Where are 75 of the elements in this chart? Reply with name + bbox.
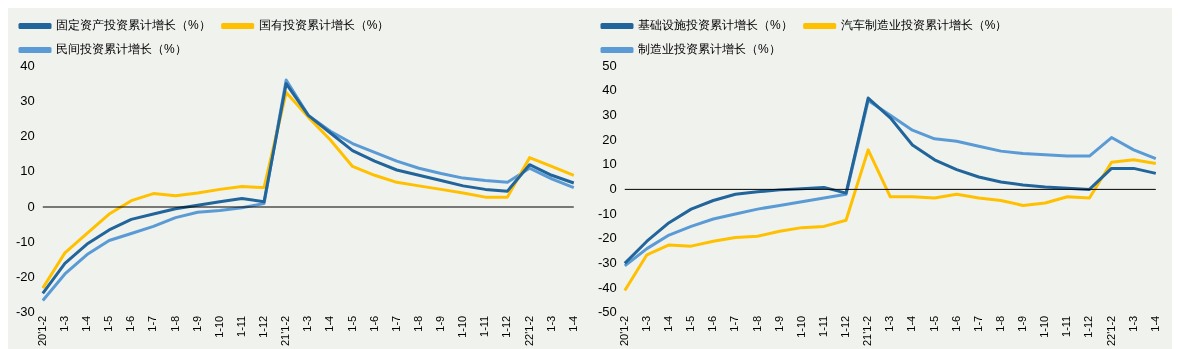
- y-tick-label: -40: [597, 279, 617, 295]
- x-tick-label: 1-9: [1016, 315, 1029, 332]
- x-tick-label: 1-3: [57, 315, 70, 332]
- x-tick-label: 1-3: [883, 315, 896, 332]
- x-tick-label: 21'1-2: [861, 315, 874, 346]
- x-tick-label: 1-11: [816, 315, 829, 337]
- y-tick-label: 0: [609, 180, 617, 196]
- x-tick-label: 1-5: [102, 315, 115, 332]
- x-tick-label: 1-7: [389, 315, 402, 332]
- x-tick-label: 1-3: [1126, 315, 1139, 332]
- legend-label: 固定资产投资累计增长（%）: [56, 18, 211, 33]
- x-tick-label: 1-5: [684, 315, 697, 332]
- y-tick-label: 10: [20, 163, 35, 179]
- x-tick-label: 1-3: [301, 315, 314, 332]
- x-tick-label: 1-9: [190, 315, 203, 332]
- x-tick-label: 1-11: [234, 315, 247, 337]
- x-tick-label: 1-4: [566, 315, 579, 332]
- y-tick-label: 0: [27, 198, 35, 214]
- x-tick-label: 1-12: [500, 315, 513, 338]
- y-tick-label: -30: [597, 254, 617, 270]
- x-tick-label: 1-8: [750, 315, 763, 332]
- legend-label: 制造业投资累计增长（%）: [638, 42, 781, 57]
- x-tick-label: 1-4: [905, 315, 918, 332]
- x-tick-label: 1-5: [927, 315, 940, 332]
- y-tick-label: 40: [20, 57, 35, 73]
- y-tick-label: -10: [15, 233, 35, 249]
- y-tick-label: -20: [15, 269, 35, 285]
- x-tick-label: 1-12: [1082, 315, 1095, 338]
- x-tick-label: 21'1-2: [279, 315, 292, 346]
- x-tick-label: 1-4: [323, 315, 336, 332]
- y-tick-label: 20: [602, 131, 617, 147]
- x-tick-label: 1-6: [124, 315, 137, 332]
- x-tick-label: 1-3: [544, 315, 557, 332]
- x-tick-label: 1-11: [478, 315, 491, 337]
- y-tick-label: -10: [597, 205, 617, 221]
- x-tick-label: 1-3: [639, 315, 652, 332]
- x-tick-label: 1-12: [257, 315, 270, 338]
- x-tick-label: 1-7: [971, 315, 984, 332]
- x-tick-label: 20'1-2: [35, 315, 48, 346]
- x-tick-label: 22'1-2: [1104, 315, 1117, 346]
- x-tick-label: 1-4: [662, 315, 675, 332]
- x-tick-label: 1-9: [772, 315, 785, 332]
- y-tick-label: 40: [602, 82, 617, 98]
- x-tick-label: 1-11: [1060, 315, 1073, 337]
- y-tick-label: 30: [20, 92, 35, 108]
- x-tick-label: 1-6: [367, 315, 380, 332]
- x-tick-label: 22'1-2: [522, 315, 535, 346]
- x-tick-label: 1-10: [794, 315, 807, 338]
- y-tick-label: 10: [602, 156, 617, 172]
- x-tick-label: 1-9: [434, 315, 447, 332]
- y-tick-label: -20: [597, 230, 617, 246]
- x-tick-label: 1-6: [706, 315, 719, 332]
- x-tick-label: 1-7: [728, 315, 741, 332]
- x-tick-label: 1-8: [993, 315, 1006, 332]
- legend-label: 国有投资累计增长（%）: [258, 18, 390, 33]
- x-tick-label: 1-7: [146, 315, 159, 332]
- x-tick-label: 1-10: [212, 315, 225, 338]
- y-tick-label: -30: [15, 304, 35, 320]
- x-tick-label: 1-4: [1148, 315, 1161, 332]
- x-tick-label: 1-10: [456, 315, 469, 338]
- x-tick-label: 20'1-2: [617, 315, 630, 346]
- y-tick-label: 30: [602, 106, 617, 122]
- y-tick-label: -50: [597, 304, 617, 320]
- x-tick-label: 1-4: [80, 315, 93, 332]
- legend-label: 基础设施投资累计增长（%）: [638, 18, 793, 33]
- y-tick-label: 20: [20, 128, 35, 144]
- x-tick-label: 1-8: [168, 315, 181, 332]
- x-tick-label: 1-5: [345, 315, 358, 332]
- x-tick-label: 1-8: [411, 315, 424, 332]
- y-tick-label: 50: [602, 57, 617, 73]
- x-tick-label: 1-6: [949, 315, 962, 332]
- x-tick-label: 1-12: [839, 315, 852, 338]
- legend-label: 汽车制造业投资累计增长（%）: [840, 18, 1008, 33]
- legend-label: 民间投资累计增长（%）: [56, 42, 187, 57]
- x-tick-label: 1-10: [1038, 315, 1051, 338]
